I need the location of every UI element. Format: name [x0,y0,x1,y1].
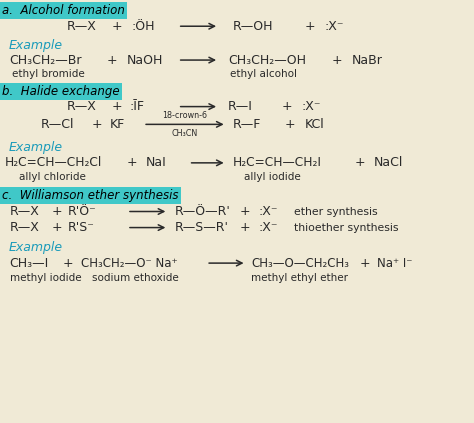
Text: +: + [355,157,365,169]
Text: :ÖH: :ÖH [132,20,155,33]
Text: allyl iodide: allyl iodide [244,172,301,182]
Text: ethyl alcohol: ethyl alcohol [230,69,297,79]
Text: +: + [240,205,250,218]
Text: H₂C=CH—CH₂Cl: H₂C=CH—CH₂Cl [5,157,102,169]
Text: :X⁻: :X⁻ [258,205,278,218]
Text: R—OH: R—OH [232,20,273,33]
Text: +: + [91,118,102,131]
Text: :X⁻: :X⁻ [258,221,278,234]
Text: ether synthesis: ether synthesis [294,206,377,217]
Text: KCl: KCl [304,118,324,131]
Text: NaOH: NaOH [127,54,164,66]
Text: sodium ethoxide: sodium ethoxide [92,273,179,283]
Text: :ĪF̈: :ĪF̈ [130,100,145,113]
Text: R—S—R': R—S—R' [174,221,228,234]
Text: +: + [51,221,62,234]
Text: +: + [359,257,370,269]
Text: c.  Williamson ether synthesis: c. Williamson ether synthesis [2,189,179,202]
Text: +: + [332,54,342,66]
Text: :X⁻: :X⁻ [301,100,321,113]
Text: Example: Example [9,241,63,254]
Text: R—X: R—X [66,20,96,33]
Text: +: + [282,100,292,113]
Text: +: + [63,257,73,269]
Text: KF: KF [110,118,125,131]
Text: R—X: R—X [9,221,39,234]
Text: H₂C=CH—CH₂I: H₂C=CH—CH₂I [233,157,322,169]
Text: R—Ö—R': R—Ö—R' [174,205,230,218]
Text: +: + [107,54,117,66]
Text: CH₃CN: CH₃CN [172,129,198,138]
Text: R—X: R—X [66,100,96,113]
Text: Example: Example [9,141,63,154]
Text: a.  Alcohol formation: a. Alcohol formation [2,4,125,17]
Text: R'S⁻: R'S⁻ [68,221,95,234]
Text: R—F: R—F [232,118,261,131]
Text: Example: Example [9,39,63,52]
Text: +: + [111,20,122,33]
Text: CH₃CH₂—O⁻ Na⁺: CH₃CH₂—O⁻ Na⁺ [81,257,177,269]
Text: :X⁻: :X⁻ [325,20,344,33]
Text: +: + [111,100,122,113]
Text: +: + [51,205,62,218]
Text: CH₃CH₂—Br: CH₃CH₂—Br [9,54,82,66]
Text: allyl chloride: allyl chloride [19,172,86,182]
Text: CH₃CH₂—OH: CH₃CH₂—OH [228,54,307,66]
Text: thioether synthesis: thioether synthesis [294,222,398,233]
Text: R—Cl: R—Cl [40,118,74,131]
Text: R—X: R—X [9,205,39,218]
Text: CH₃—O—CH₂CH₃: CH₃—O—CH₂CH₃ [251,257,349,269]
Text: R'Ö⁻: R'Ö⁻ [68,205,97,218]
Text: +: + [127,157,137,169]
Text: +: + [284,118,295,131]
Text: 18-crown-6: 18-crown-6 [163,110,207,120]
Text: R—I: R—I [228,100,252,113]
Text: Na⁺ I⁻: Na⁺ I⁻ [377,257,412,269]
Text: NaBr: NaBr [352,54,383,66]
Text: NaCl: NaCl [374,157,403,169]
Text: methyl ethyl ether: methyl ethyl ether [251,273,348,283]
Text: +: + [304,20,315,33]
Text: b.  Halide exchange: b. Halide exchange [2,85,120,98]
Text: CH₃—I: CH₃—I [9,257,49,269]
Text: ethyl bromide: ethyl bromide [12,69,84,79]
Text: NaI: NaI [146,157,167,169]
Text: +: + [240,221,250,234]
Text: methyl iodide: methyl iodide [10,273,82,283]
